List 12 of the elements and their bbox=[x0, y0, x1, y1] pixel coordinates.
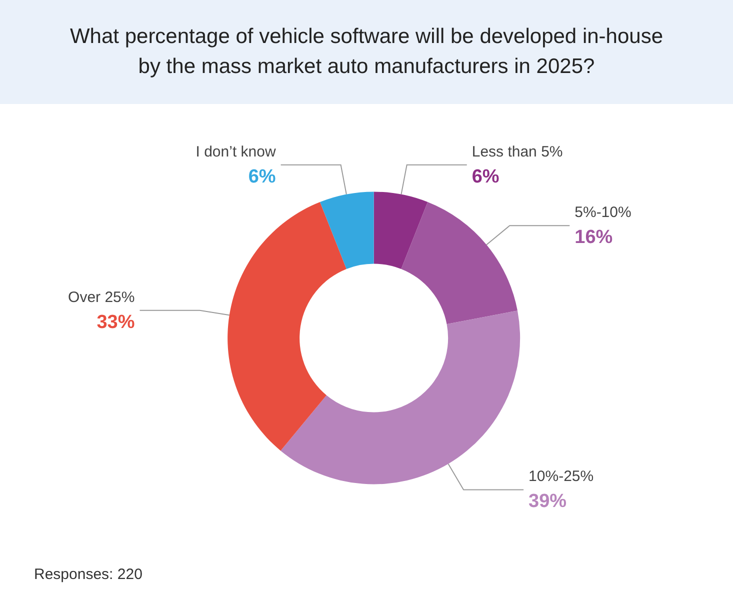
slice-label: Over 25% bbox=[68, 288, 135, 306]
data-label: 39% bbox=[528, 491, 567, 512]
text: Responses: 220 bbox=[34, 566, 142, 583]
chart-title: What percentage of vehicle software will be developed in-house by the mass market auto manufacturers in 2025? bbox=[0, 0, 733, 104]
data-label: 6% bbox=[472, 166, 500, 188]
slice-label: Less than 5% bbox=[472, 143, 563, 160]
data-label: 6% bbox=[248, 166, 276, 188]
data-label: 33% bbox=[96, 312, 135, 333]
slice-label: 5%-10% bbox=[574, 204, 632, 222]
data-label: 16% bbox=[574, 227, 613, 248]
slice-label: 10%-25% bbox=[528, 468, 594, 486]
slice-label: I don’t know bbox=[196, 143, 276, 160]
